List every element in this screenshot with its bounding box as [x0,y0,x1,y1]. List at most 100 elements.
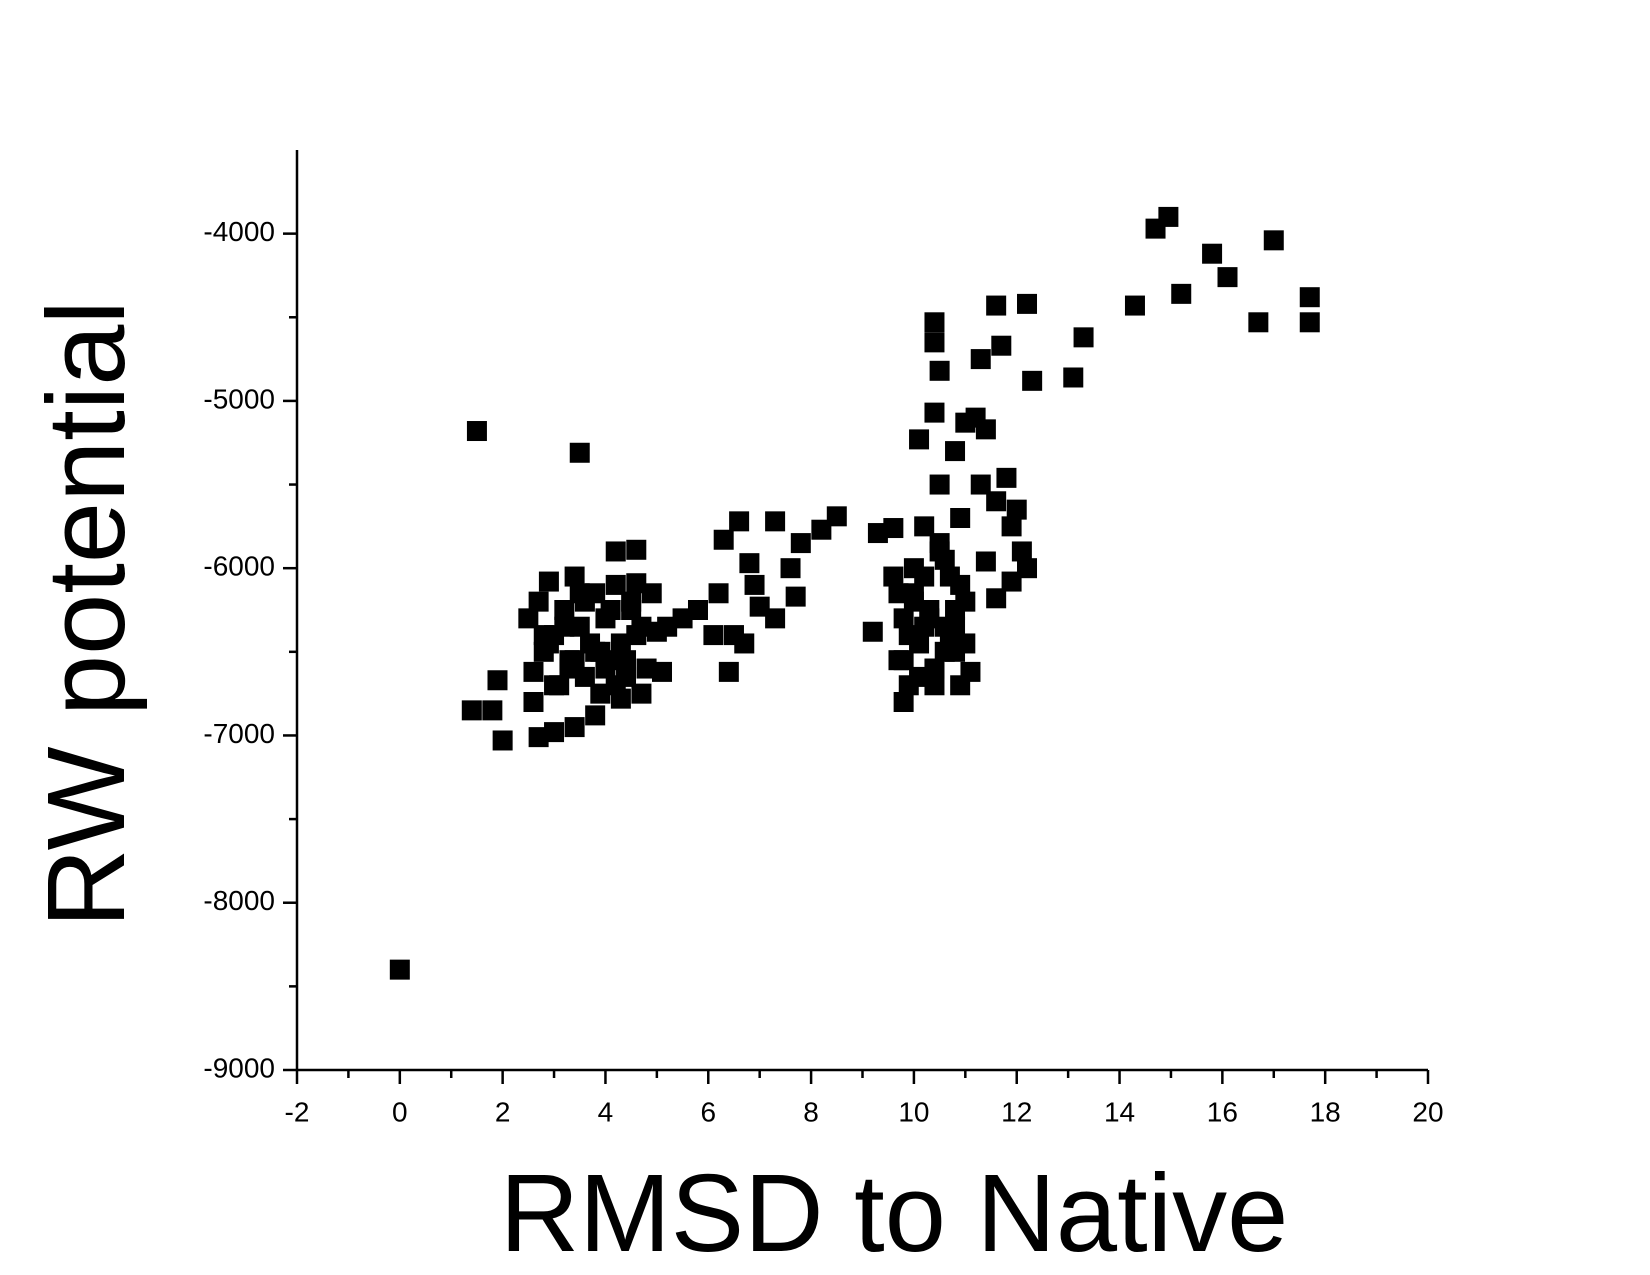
point [574,666,595,687]
point [1299,312,1320,333]
x-tick-label: 16 [1207,1096,1238,1127]
point [631,616,652,637]
point [482,700,503,721]
point [595,658,616,679]
point [924,402,945,423]
y-tick-label: -6000 [203,551,275,582]
point [466,421,487,442]
point [924,332,945,353]
point [687,600,708,620]
point [646,621,667,642]
point [929,360,950,381]
point [986,295,1007,316]
point [739,553,760,574]
point [461,700,482,721]
point [945,441,966,462]
point [924,312,945,333]
point [590,641,611,662]
point [970,474,991,495]
point [523,692,544,712]
x-tick-label: 14 [1104,1096,1135,1127]
point [1001,571,1022,592]
point [888,583,909,604]
point [1011,541,1032,562]
point [544,722,565,743]
point [991,335,1012,356]
point [554,600,575,620]
point [780,558,801,579]
point [1171,283,1192,304]
point [1001,516,1022,537]
point [616,650,637,671]
point [729,511,750,532]
point [924,658,945,679]
point [914,516,935,537]
point [631,683,652,704]
point [518,608,539,629]
point [734,633,755,654]
point [605,574,626,595]
point [1073,327,1094,348]
point [713,529,734,550]
point [636,658,657,679]
point [975,551,996,572]
point [590,683,611,704]
point [914,566,935,587]
point [585,705,606,726]
point [672,608,693,629]
point [934,641,955,662]
x-tick-label: 6 [700,1096,716,1127]
point [605,541,626,562]
point [1022,370,1043,391]
point [929,474,950,495]
point [538,571,559,592]
x-tick-label: 0 [392,1096,408,1127]
point [883,566,904,587]
point [554,616,575,637]
point [564,566,585,587]
point [1202,243,1223,264]
point [914,616,935,637]
point [950,508,971,528]
point [893,608,914,629]
point [652,661,673,682]
point [744,574,765,595]
point [569,442,590,463]
point [1017,558,1038,579]
point [708,583,729,604]
x-axis-title: RMSD to Native [500,1152,1289,1275]
point [1017,293,1038,314]
x-tick-label: 4 [598,1096,614,1127]
point [986,491,1007,512]
point [569,616,590,637]
point [975,419,996,440]
point [564,650,585,671]
point [898,625,919,646]
point [826,506,847,527]
point [996,467,1017,488]
point [862,621,883,642]
y-tick-label: -7000 [203,718,275,749]
y-tick-label: -8000 [203,885,275,916]
x-tick-label: -2 [285,1096,310,1127]
point [785,586,806,607]
point [574,591,595,612]
y-tick-label: -5000 [203,383,275,414]
x-tick-label: 8 [803,1096,819,1127]
x-tick-label: 10 [898,1096,929,1127]
point [703,625,724,646]
point [1158,206,1179,227]
point [909,429,930,450]
y-axis-title: RW potential [25,300,148,928]
point [867,523,888,544]
point [528,591,549,612]
point [600,600,621,620]
point [533,625,554,646]
point [389,959,410,980]
point [790,533,811,554]
point [621,591,642,612]
point [523,661,544,682]
point [610,633,631,654]
